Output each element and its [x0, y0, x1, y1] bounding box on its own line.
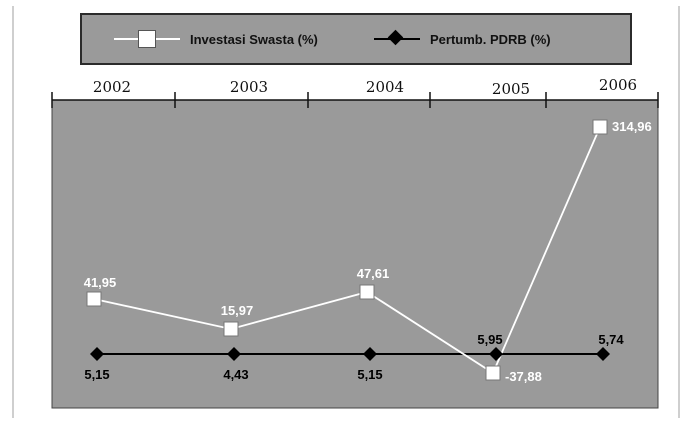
data-label-investasi: 41,95: [84, 275, 117, 290]
x-tick-label: 2006: [599, 76, 637, 94]
legend-label-investasi: Investasi Swasta (%): [190, 31, 318, 47]
plot-area: [51, 99, 659, 409]
x-tick-label: 2002: [93, 78, 131, 96]
data-point-pdrb: [363, 347, 377, 361]
data-point-investasi: [86, 291, 102, 307]
x-tick-label: 2004: [366, 78, 404, 96]
x-tick-label: 2005: [492, 80, 530, 98]
data-label-pdrb: 5,15: [357, 367, 382, 382]
data-point-investasi: [592, 119, 608, 135]
x-tick-label: 2003: [230, 78, 268, 96]
data-label-pdrb: 5,15: [84, 367, 109, 382]
data-label-pdrb: 5,74: [598, 332, 624, 347]
data-point-investasi: [359, 284, 375, 300]
legend-label-pdrb: Pertumb. PDRB (%): [430, 31, 551, 47]
data-point-pdrb: [596, 347, 610, 361]
data-point-investasi: [485, 365, 501, 381]
legend-line-investasi: [114, 30, 180, 48]
data-label-investasi: 15,97: [221, 303, 254, 318]
data-label-investasi: -37,88: [505, 369, 542, 384]
data-point-pdrb: [489, 347, 503, 361]
legend-item-investasi: Investasi Swasta (%): [114, 15, 318, 63]
data-point-pdrb: [227, 347, 241, 361]
data-label-pdrb: 5,95: [477, 332, 502, 347]
data-label-investasi: 47,61: [357, 266, 390, 281]
legend-item-pdrb: Pertumb. PDRB (%): [374, 15, 551, 63]
square-marker-icon: [138, 30, 156, 48]
data-label-investasi: 314,96: [612, 119, 652, 134]
chart-legend: Investasi Swasta (%) Pertumb. PDRB (%): [80, 13, 632, 65]
data-point-investasi: [223, 321, 239, 337]
data-label-pdrb: 4,43: [223, 367, 248, 382]
data-point-pdrb: [90, 347, 104, 361]
legend-line-pdrb: [374, 29, 420, 46]
